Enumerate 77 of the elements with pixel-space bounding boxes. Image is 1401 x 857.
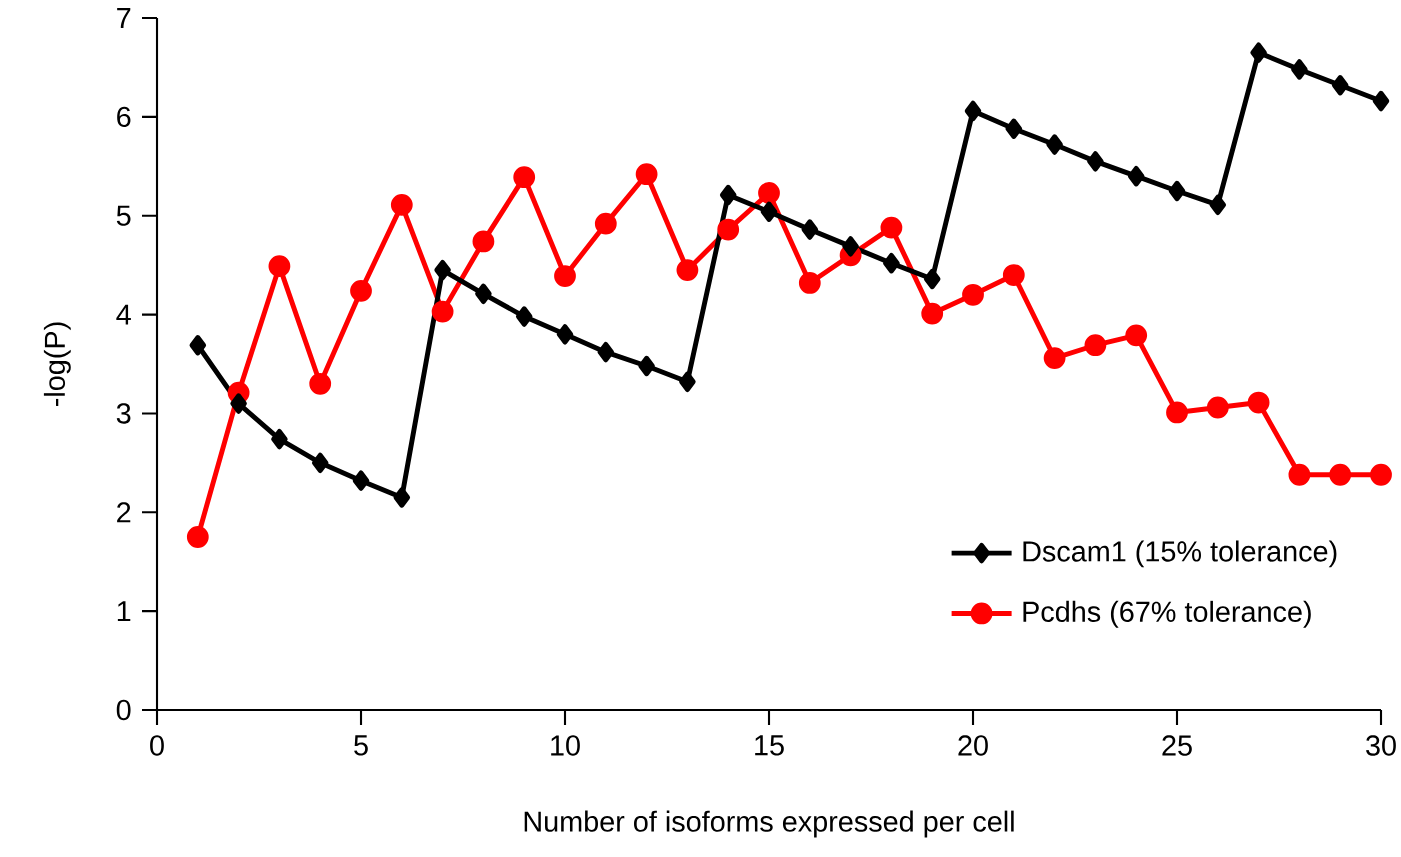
point [1087,151,1104,172]
point [434,259,451,281]
y-axis-title: -log(P) [43,322,71,406]
point [1043,347,1066,369]
point [679,371,696,392]
point [635,163,658,186]
y-tick-label: 6 [117,106,131,128]
point [883,252,900,274]
y-tick-label: 2 [117,502,131,523]
point [1166,401,1188,424]
point [1372,90,1390,112]
point [597,341,615,363]
point [676,259,699,281]
point [311,452,329,474]
y-tick-label: 7 [117,8,131,28]
point [798,272,821,294]
point [1206,396,1229,419]
point [964,100,982,122]
point [1005,118,1023,139]
point [1084,334,1107,357]
point [921,302,944,325]
point [758,182,780,204]
y-tick-label: 4 [116,304,131,325]
y-tick-label: 1 [117,601,131,622]
point [842,236,859,257]
point [472,230,495,253]
x-tick-label: 15 [755,735,784,756]
point [556,324,574,345]
point [189,335,207,356]
legend-label: Dscam1 (15% tolerance) [1023,540,1337,568]
point [513,166,536,189]
point [186,526,209,548]
x-tick-label: 25 [1162,735,1192,756]
point [1329,463,1352,486]
point [230,393,247,414]
y-tick-label: 5 [116,205,131,226]
point [1331,75,1349,96]
point [1168,180,1186,202]
point [1291,59,1308,80]
y-tick-label: 3 [116,403,131,424]
point [1288,463,1311,486]
point [1370,463,1392,486]
point [801,219,819,240]
x-axis-title: Number of isoforms expressed per cell [524,810,1014,838]
point [350,279,372,302]
point [1002,264,1025,286]
point [1125,324,1148,347]
point [352,470,370,491]
point [717,218,740,241]
point [880,216,903,239]
point [1046,134,1063,155]
x-tick-label: 0 [150,735,164,756]
point [393,487,411,508]
x-tick-label: 5 [354,735,368,756]
y-tick-label: 0 [116,699,131,721]
point [1250,42,1267,63]
point [475,283,492,305]
point [554,265,576,287]
point [271,428,288,450]
x-tick-label: 10 [551,735,580,756]
legend-label: Pcdhs (67% tolerance) [1023,600,1311,628]
point [1127,165,1145,187]
point [268,255,291,278]
point [638,355,655,377]
point [760,201,778,222]
point [1247,391,1270,414]
point [1209,194,1227,216]
point [515,306,533,327]
x-tick-label: 20 [958,735,988,756]
point [309,372,332,395]
point [431,300,454,323]
point [594,212,617,235]
point [390,193,413,216]
x-tick-label: 30 [1366,735,1396,756]
point [962,283,984,306]
point [719,184,737,206]
point [923,268,941,290]
